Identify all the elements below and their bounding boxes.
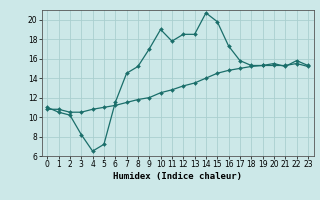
X-axis label: Humidex (Indice chaleur): Humidex (Indice chaleur) [113,172,242,181]
